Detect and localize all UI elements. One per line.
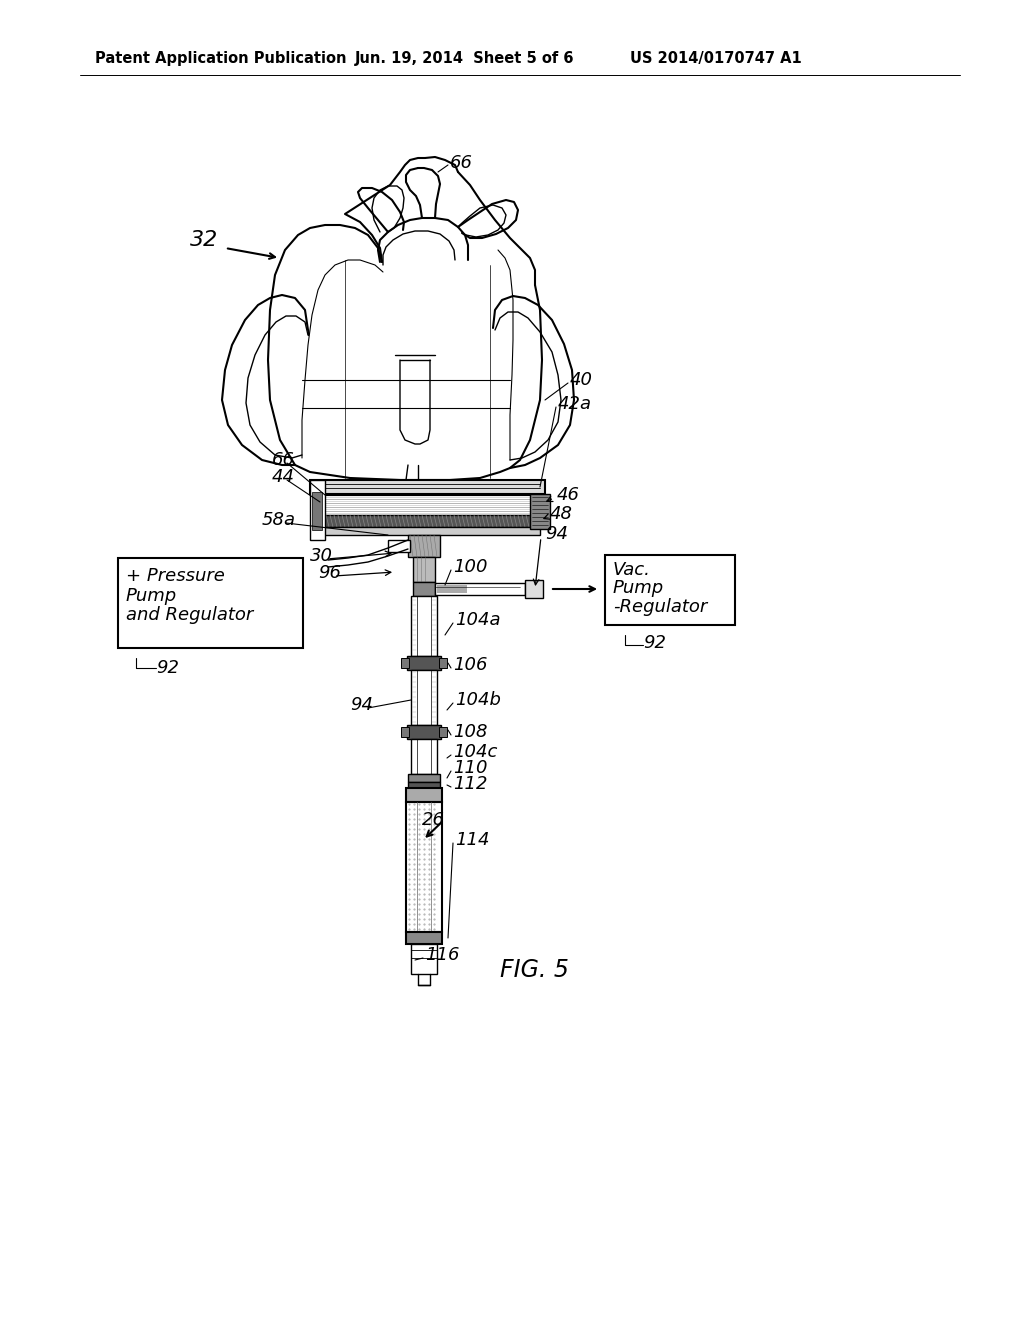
Bar <box>401 727 409 737</box>
Text: 92: 92 <box>643 634 666 652</box>
Text: Pump: Pump <box>613 579 665 597</box>
Text: Pump: Pump <box>126 587 177 605</box>
Text: 40: 40 <box>570 371 593 389</box>
Text: 48: 48 <box>550 506 573 523</box>
Bar <box>408 535 440 557</box>
Bar <box>388 540 410 552</box>
Bar <box>530 494 550 529</box>
Bar <box>439 657 447 668</box>
Text: 66: 66 <box>272 451 295 469</box>
Bar <box>401 657 409 668</box>
Bar <box>408 774 440 781</box>
Bar <box>319 515 535 527</box>
Bar <box>407 725 441 739</box>
Bar <box>319 494 535 516</box>
Text: 106: 106 <box>453 656 487 675</box>
Bar <box>435 583 525 595</box>
Text: 26: 26 <box>422 810 445 829</box>
Bar <box>411 671 437 725</box>
Text: 104b: 104b <box>455 690 501 709</box>
Text: US 2014/0170747 A1: US 2014/0170747 A1 <box>630 50 802 66</box>
Text: 44: 44 <box>272 469 295 486</box>
Text: 112: 112 <box>453 775 487 793</box>
Text: 94: 94 <box>545 525 568 543</box>
Text: 104a: 104a <box>455 611 501 630</box>
Text: 58a: 58a <box>262 511 296 529</box>
Text: 46: 46 <box>557 486 580 504</box>
Bar <box>118 558 303 648</box>
Bar <box>315 527 540 535</box>
Bar <box>310 480 545 494</box>
Text: 110: 110 <box>453 759 487 777</box>
Bar <box>605 554 735 624</box>
Bar <box>413 557 435 582</box>
Bar <box>437 585 467 593</box>
Text: 100: 100 <box>453 558 487 576</box>
Text: 116: 116 <box>425 946 460 964</box>
Bar <box>406 932 442 944</box>
Text: and Regulator: and Regulator <box>126 606 253 624</box>
Bar <box>312 492 322 531</box>
Bar <box>408 781 440 788</box>
Text: 104c: 104c <box>453 743 498 762</box>
Text: 108: 108 <box>453 723 487 741</box>
Text: 32: 32 <box>190 230 218 249</box>
Bar <box>310 480 325 540</box>
Bar <box>411 597 437 656</box>
Bar <box>406 788 442 803</box>
Bar <box>407 656 441 671</box>
Bar <box>439 727 447 737</box>
Bar <box>411 944 437 974</box>
Text: 30: 30 <box>310 546 333 565</box>
Bar <box>525 579 543 598</box>
Text: 42a: 42a <box>558 395 592 413</box>
Text: 114: 114 <box>455 832 489 849</box>
Text: 66: 66 <box>450 154 473 172</box>
Text: 96: 96 <box>318 564 341 582</box>
Text: FIG. 5: FIG. 5 <box>500 958 569 982</box>
Text: + Pressure: + Pressure <box>126 568 225 585</box>
Bar <box>413 582 435 597</box>
Text: -Regulator: -Regulator <box>613 598 708 616</box>
Bar <box>411 739 437 774</box>
Text: 94: 94 <box>350 696 373 714</box>
Text: Vac.: Vac. <box>613 561 651 579</box>
Text: Jun. 19, 2014  Sheet 5 of 6: Jun. 19, 2014 Sheet 5 of 6 <box>355 50 574 66</box>
Bar <box>406 803 442 932</box>
Text: Patent Application Publication: Patent Application Publication <box>95 50 346 66</box>
Text: 92: 92 <box>156 659 179 677</box>
